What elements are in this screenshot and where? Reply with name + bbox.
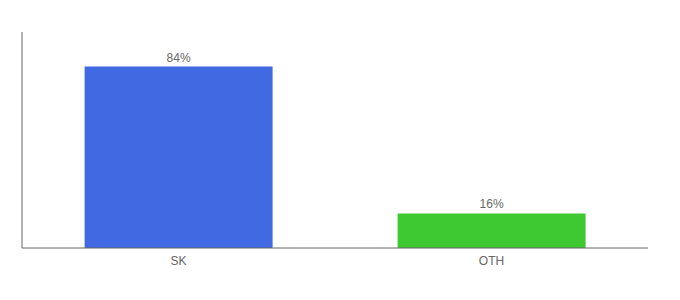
svg-text:84%: 84% [167,51,191,65]
svg-text:OTH: OTH [479,254,504,268]
svg-text:16%: 16% [480,197,504,211]
svg-text:SK: SK [170,254,186,268]
